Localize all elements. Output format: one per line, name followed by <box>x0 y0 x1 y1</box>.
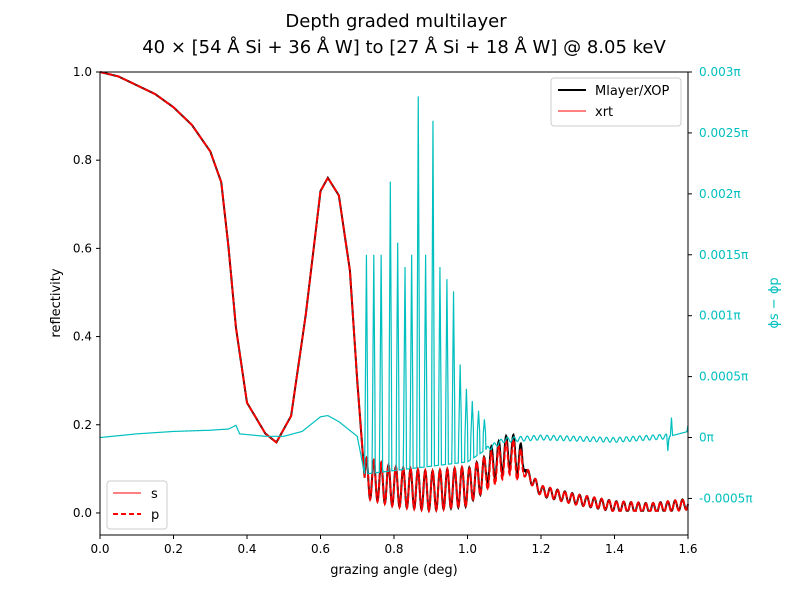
x-tick-label: 1.4 <box>605 542 624 556</box>
y-right-tick-label: 0.0015π <box>699 248 748 262</box>
legend-top: Mlayer/XOP xrt <box>550 77 682 127</box>
x-tick-label: 1.2 <box>531 542 550 556</box>
x-tick-label: 0.8 <box>384 542 403 556</box>
y-right-tick-label: 0.0005π <box>699 370 748 384</box>
curves-group <box>99 71 689 514</box>
x-tick-label: 1.6 <box>678 542 697 556</box>
legend-xrt-label: xrt <box>595 105 613 120</box>
legend-s-label: s <box>151 487 158 502</box>
x-tick-label: 0.4 <box>237 542 256 556</box>
legend-p-label: p <box>151 508 159 523</box>
chart-subtitle: 40 × [54 Å Si + 36 Å W] to [27 Å Si + 18… <box>142 36 666 58</box>
y-tick-label: 0.6 <box>73 241 92 255</box>
y-tick-label: 1.0 <box>73 65 92 79</box>
plot-frame <box>99 71 689 536</box>
x-tick-label: 0.6 <box>311 542 330 556</box>
x-tick-label: 1.0 <box>458 542 477 556</box>
phase-difference-curve <box>99 96 689 475</box>
y-right-axis-ticks: 0.003π 0.0025π 0.002π 0.0015π 0.001π 0.0005π 0… <box>688 65 753 505</box>
chart-title: Depth graded multilayer <box>285 11 507 32</box>
y-right-axis-label: ϕs − ϕp <box>767 277 782 328</box>
y-axis-ticks: 0.0 0.2 0.4 0.6 0.8 1.0 <box>73 65 100 520</box>
legend-bottom: s p <box>106 480 168 530</box>
x-axis-label: grazing angle (deg) <box>330 563 457 578</box>
y-tick-label: 0.4 <box>73 330 92 344</box>
y-right-tick-label: 0.001π <box>699 309 741 323</box>
x-tick-label: 0.0 <box>90 542 109 556</box>
xrt-p-curve <box>99 71 689 514</box>
y-tick-label: 0.0 <box>73 506 92 520</box>
mlayer-curve <box>99 71 689 514</box>
x-axis-ticks: 0.0 0.2 0.4 0.6 0.8 1.0 1.2 1.4 1.6 <box>90 535 698 556</box>
y-tick-label: 0.8 <box>73 153 92 167</box>
y-right-tick-label: 0.0025π <box>699 126 748 140</box>
y-axis-label: reflectivity <box>49 268 64 338</box>
xrt-s-curve <box>99 71 689 512</box>
y-right-tick-label: -0.0005π <box>699 491 753 505</box>
y-right-tick-label: 0π <box>699 431 714 445</box>
y-right-tick-label: 0.003π <box>699 65 741 79</box>
y-tick-label: 0.2 <box>73 418 92 432</box>
y-right-tick-label: 0.002π <box>699 187 741 201</box>
legend-mlayer-label: Mlayer/XOP <box>595 84 670 99</box>
x-tick-label: 0.2 <box>164 542 183 556</box>
